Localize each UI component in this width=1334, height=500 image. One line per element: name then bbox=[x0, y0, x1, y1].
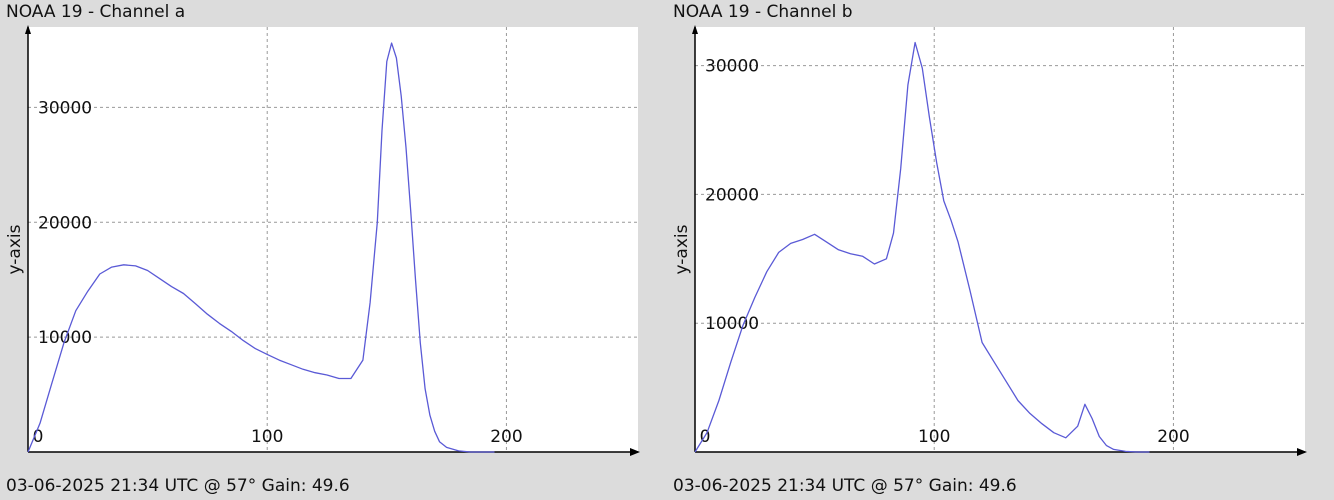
x-tick-label: 100 bbox=[918, 427, 950, 447]
y-tick-label: 20000 bbox=[705, 185, 759, 205]
y-axis-label: y-axis bbox=[5, 224, 25, 274]
series-line bbox=[27, 42, 495, 453]
chart-title: NOAA 19 - Channel a bbox=[6, 2, 186, 22]
y-tick-label: 10000 bbox=[705, 314, 759, 334]
x-axis-arrow bbox=[1297, 448, 1307, 456]
plot-area bbox=[28, 27, 638, 452]
timestamp-status: 03-06-2025 21:34 UTC @ 57° Gain: 49.6 bbox=[673, 476, 1017, 496]
y-tick-label: 30000 bbox=[705, 57, 759, 77]
y-axis-arrow bbox=[692, 25, 698, 34]
chart-panel-a: NOAA 19 - Channel a 0 100 200 10000 20000 300… bbox=[5, 2, 640, 496]
x-axis-arrow bbox=[630, 448, 640, 456]
plot-area bbox=[695, 27, 1305, 452]
timestamp-status: 03-06-2025 21:34 UTC @ 57° Gain: 49.6 bbox=[6, 476, 350, 496]
y-axis-label: y-axis bbox=[672, 224, 692, 274]
y-tick-label: 20000 bbox=[38, 213, 92, 233]
x-tick-label: 200 bbox=[1157, 427, 1189, 447]
x-tick-label: 200 bbox=[490, 427, 522, 447]
x-tick-label: 100 bbox=[251, 427, 283, 447]
x-tick-label: 0 bbox=[33, 427, 44, 447]
y-axis-arrow bbox=[25, 25, 31, 34]
chart-panel-b: NOAA 19 - Channel b 0 100 200 10000 20000 300… bbox=[667, 0, 1334, 500]
y-tick-label: 30000 bbox=[38, 98, 92, 118]
series-line bbox=[694, 41, 1150, 453]
chart-title: NOAA 19 - Channel b bbox=[673, 2, 853, 22]
